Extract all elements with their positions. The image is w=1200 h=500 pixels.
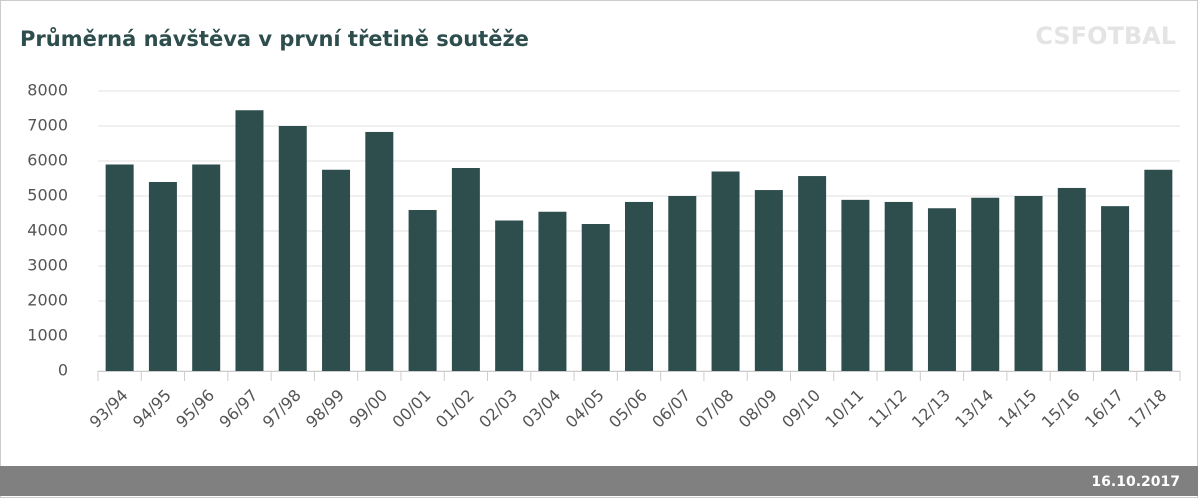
y-tick-label: 1000 xyxy=(27,326,68,345)
y-tick-label: 8000 xyxy=(27,81,68,100)
bar xyxy=(798,176,827,371)
bar xyxy=(365,131,394,371)
bar xyxy=(971,197,1000,371)
y-tick-label: 2000 xyxy=(27,291,68,310)
bar xyxy=(1144,169,1173,371)
y-tick-label: 0 xyxy=(58,361,68,380)
bar xyxy=(322,169,351,371)
bar xyxy=(927,208,956,371)
bar xyxy=(1101,206,1130,371)
bar xyxy=(625,201,653,371)
bar xyxy=(1057,187,1086,371)
bar xyxy=(711,171,740,371)
bar xyxy=(235,110,264,371)
bar xyxy=(884,201,913,371)
bar xyxy=(105,164,134,371)
bar xyxy=(841,199,870,371)
bar xyxy=(278,126,307,371)
y-tick-label: 7000 xyxy=(27,116,68,135)
bar xyxy=(1014,196,1043,371)
bar xyxy=(538,211,567,371)
bar xyxy=(192,164,221,371)
bar xyxy=(495,220,524,371)
bar xyxy=(451,168,480,371)
footer-bar xyxy=(0,466,1198,496)
y-tick-label: 4000 xyxy=(27,221,68,240)
bar xyxy=(668,196,697,371)
y-tick-label: 3000 xyxy=(27,256,68,275)
chart-title: Průměrná návštěva v první třetině soutěž… xyxy=(20,27,529,51)
bar xyxy=(148,182,177,371)
bar xyxy=(754,190,783,371)
bar xyxy=(581,224,610,371)
footer-date: 16.10.2017 xyxy=(1091,474,1180,490)
bar xyxy=(408,210,437,371)
watermark: CSFOTBAL xyxy=(1035,22,1176,50)
y-tick-label: 6000 xyxy=(27,151,68,170)
y-tick-label: 5000 xyxy=(27,186,68,205)
